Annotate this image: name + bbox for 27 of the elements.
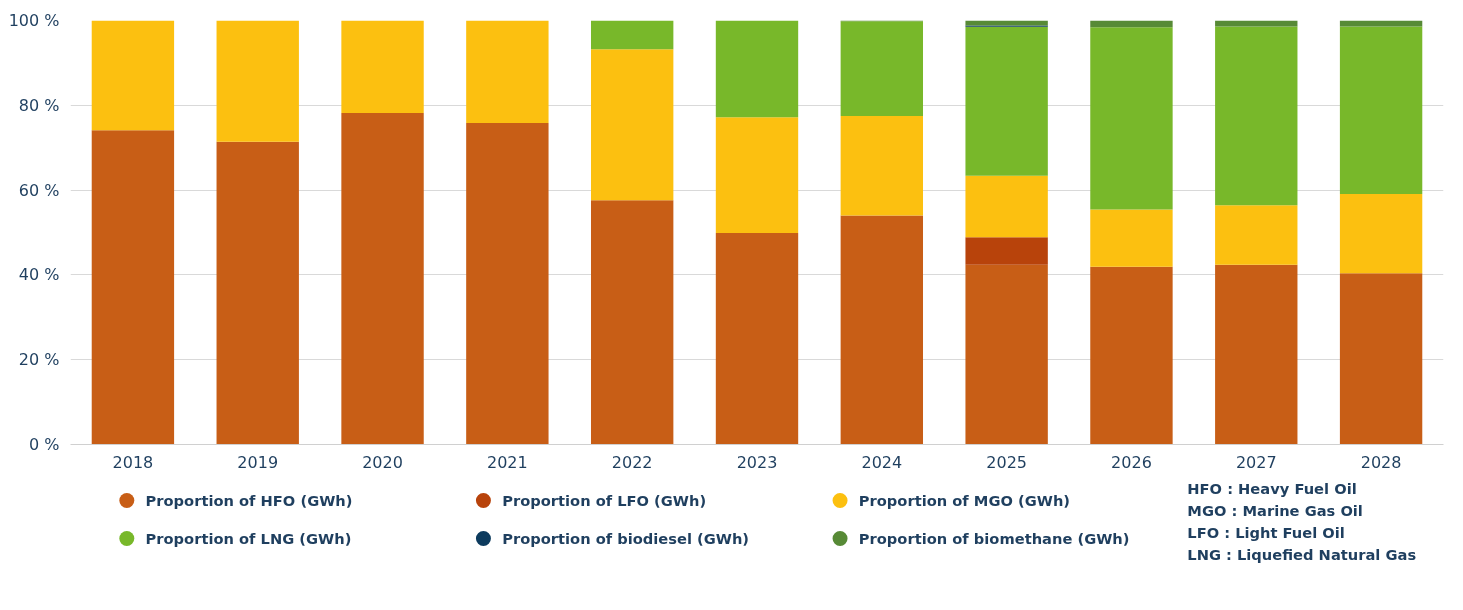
- legend-label: Proportion of biomethane (GWh): [858, 530, 1130, 547]
- y-tick-label: 80 %: [18, 95, 60, 115]
- text: LFO : Light Fuel Oil: [1187, 524, 1345, 541]
- text: HFO : Heavy Fuel Oil: [1187, 480, 1357, 497]
- legend-label: Proportion of LNG (GWh): [145, 530, 352, 547]
- x-tick-label: 2026: [1111, 452, 1152, 472]
- text: MGO : Marine Gas Oil: [1187, 502, 1363, 519]
- x-tick-label: 2023: [736, 452, 778, 472]
- y-tick-label: 100 %: [8, 11, 60, 30]
- y-tick-label: 40 %: [18, 265, 60, 285]
- legend-label: Proportion of LFO (GWh): [502, 492, 707, 509]
- legend-label: Proportion of biodiesel (GWh): [502, 530, 750, 547]
- y-tick-label: 0 %: [29, 435, 60, 454]
- x-tick-label: 2022: [611, 452, 653, 472]
- x-tick-label: 2025: [986, 452, 1027, 472]
- x-tick-label: 2018: [112, 452, 154, 472]
- x-tick-label: 2027: [1235, 452, 1277, 472]
- y-tick-label: 60 %: [18, 180, 60, 200]
- x-tick-label: 2020: [362, 452, 403, 472]
- x-tick-label: 2019: [237, 452, 279, 472]
- x-tick-label: 2028: [1360, 452, 1402, 472]
- x-tick-label: 2024: [861, 452, 903, 472]
- legend-label: Proportion of MGO (GWh): [858, 492, 1071, 509]
- legend-label: Proportion of HFO (GWh): [145, 492, 353, 509]
- text: LNG : Liquefied Natural Gas: [1187, 546, 1417, 563]
- x-tick-label: 2021: [487, 452, 528, 472]
- y-tick-label: 20 %: [18, 350, 60, 370]
